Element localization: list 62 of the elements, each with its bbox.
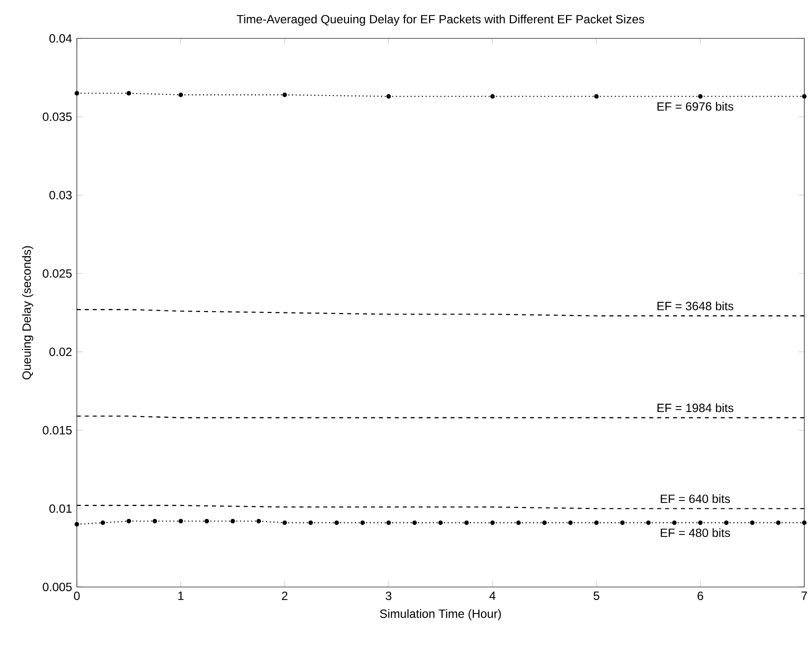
point <box>152 518 158 524</box>
point <box>542 520 547 525</box>
y-tick-label: 0.04 <box>49 34 72 43</box>
point <box>516 520 521 525</box>
point <box>802 520 807 525</box>
point <box>698 520 703 525</box>
x-axis-title: Simulation Time (Hour) <box>380 609 501 620</box>
y-tick-label: 0.015 <box>42 426 72 434</box>
point <box>126 518 132 524</box>
chart-title: Time-Averaged Queuing Delay for EF Packets with Different EF Packet Sizes <box>236 14 644 26</box>
x-tick-label: 3 <box>386 592 392 600</box>
point <box>724 520 729 525</box>
series-label: EF = 1984 bits <box>658 403 734 412</box>
x-tick-label: 5 <box>594 592 600 600</box>
y-tick-label: 0.025 <box>42 269 72 278</box>
x-tick-label: 7 <box>802 592 807 600</box>
point <box>308 520 313 525</box>
point <box>750 520 755 525</box>
point <box>178 92 184 98</box>
point <box>334 520 339 525</box>
point <box>282 520 287 525</box>
point <box>464 520 469 525</box>
point <box>594 94 599 99</box>
y-axis-title: Queuing Delay (seconds) <box>22 246 34 380</box>
y-tick-label: 0.005 <box>42 582 72 592</box>
point <box>204 518 209 524</box>
y-tick-label: 0.035 <box>42 112 72 121</box>
point <box>698 94 703 99</box>
point <box>282 92 287 98</box>
point <box>776 520 781 525</box>
point <box>568 520 573 525</box>
series-label: EF = 6976 bits <box>658 102 734 111</box>
point <box>672 520 677 525</box>
x-tick-label: 0 <box>74 592 80 600</box>
point <box>256 518 261 524</box>
point <box>126 90 132 96</box>
point <box>74 522 80 526</box>
point <box>178 518 184 524</box>
point <box>412 520 417 525</box>
point <box>490 520 495 525</box>
point <box>360 520 365 525</box>
point <box>100 520 106 525</box>
series-label: EF = 3648 bits <box>658 301 734 310</box>
point <box>620 520 625 525</box>
x-tick-label: 4 <box>489 592 496 600</box>
x-tick-label: 2 <box>282 592 288 600</box>
point <box>646 520 651 525</box>
y-tick-label: 0.01 <box>49 504 72 513</box>
y-tick-label: 0.02 <box>49 348 72 356</box>
point <box>386 94 391 99</box>
series-label: EF = 640 bits <box>660 494 730 503</box>
point <box>74 90 80 96</box>
series-label: EF = 480 bits <box>660 528 730 537</box>
y-tick-label: 0.03 <box>49 190 72 200</box>
point <box>594 520 599 525</box>
point <box>438 520 443 525</box>
point <box>490 94 495 99</box>
x-tick-label: 1 <box>178 592 184 600</box>
point <box>802 94 807 99</box>
x-tick-label: 6 <box>698 592 704 600</box>
point <box>386 520 391 525</box>
point <box>230 518 235 524</box>
